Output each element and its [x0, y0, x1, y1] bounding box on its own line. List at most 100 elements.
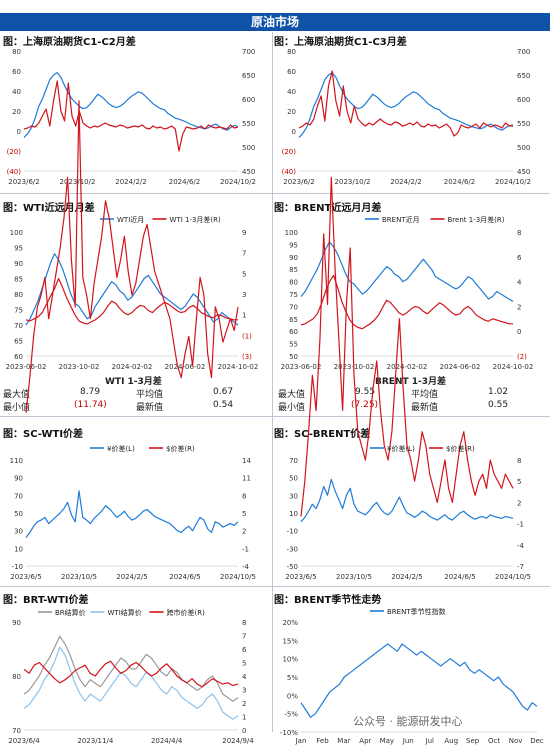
- y-tick-left: -50: [287, 563, 298, 571]
- y-tick-left: 20: [287, 108, 296, 116]
- y-tick-left: 70: [289, 303, 298, 311]
- x-tick: 2023/6/4: [8, 737, 40, 745]
- y-tick-left: 0%: [287, 692, 298, 700]
- stats-value: 0.67: [213, 387, 234, 397]
- series-line-2: [23, 646, 239, 720]
- panel-title-c5: 图：SC-WTI价差: [3, 429, 84, 440]
- y-tick-left: 40: [287, 88, 296, 96]
- y-tick-right: 5: [242, 510, 246, 518]
- y-tick-left: 70: [14, 492, 23, 500]
- x-tick: 2024-02-02: [112, 363, 153, 371]
- y-tick-right: 3: [242, 291, 246, 299]
- panel-title-c3: 图：WTI近远月月差: [3, 203, 95, 214]
- y-tick-left: 60: [287, 68, 296, 76]
- y-tick-right: 2: [517, 499, 521, 507]
- y-tick-left: (40): [282, 168, 297, 176]
- x-tick: 2024/2/5: [391, 573, 422, 581]
- y-tick-right: (3): [242, 353, 252, 361]
- legend-label: $价差(R): [446, 444, 475, 453]
- y-tick-left: 10%: [282, 656, 298, 664]
- y-tick-left: 80: [12, 673, 21, 681]
- row-divider-3: [0, 586, 550, 587]
- y-tick-right: 8: [517, 457, 521, 465]
- x-tick: 2024/6/2: [444, 178, 475, 186]
- y-tick-left: 85: [289, 266, 298, 274]
- series-line-2: [25, 100, 239, 413]
- x-tick: 2023-06-02: [6, 363, 47, 371]
- y-tick-right: 6: [517, 254, 522, 262]
- x-tick: 2024-02-02: [387, 363, 428, 371]
- x-tick: 2023/6/5: [10, 573, 41, 581]
- y-tick-left: 20%: [282, 619, 298, 627]
- series-line-1: [23, 72, 239, 138]
- y-tick-right: 4: [242, 673, 247, 681]
- y-tick-right: 450: [517, 168, 530, 176]
- y-tick-right: -1: [517, 521, 524, 529]
- y-tick-right: 7: [242, 633, 246, 641]
- y-tick-left: 80: [14, 291, 23, 299]
- y-tick-left: 70: [14, 322, 23, 330]
- y-tick-left: 50: [289, 353, 298, 361]
- x-tick: Feb: [316, 737, 329, 745]
- y-tick-right: 4: [517, 279, 522, 287]
- section-banner: 原油市场: [0, 13, 550, 31]
- legend-label: WTI结算价: [108, 608, 142, 617]
- x-tick: Nov: [509, 737, 523, 745]
- y-tick-left: 90: [14, 475, 23, 483]
- chart-sc-c1-c3: 80 60 40 20 0 (20) (40) 700 650 600 550 500 450 2023/…: [282, 48, 531, 186]
- y-tick-right: 1: [242, 714, 246, 722]
- x-tick: 2024/10/5: [220, 573, 256, 581]
- stats-value: 9.55: [355, 387, 376, 397]
- y-tick-left: -30: [287, 545, 298, 553]
- x-tick: 2024/2/5: [116, 573, 147, 581]
- x-tick: Oct: [488, 737, 500, 745]
- y-tick-left: 10: [14, 545, 23, 553]
- panel-title-c6: 图：SC-BRENT价差: [274, 429, 371, 440]
- stats-label: 平均值: [411, 390, 439, 400]
- y-tick-right: -1: [242, 545, 249, 553]
- chart-brent-seasonal: 20% 15% 10% 5% 0% -5% -10%Jan Feb Mar Apr May Jun Ju…: [280, 607, 544, 745]
- y-tick-right: 5: [242, 660, 246, 668]
- panel-title-c1: 图：上海原油期货C1-C2月差: [3, 37, 136, 48]
- panel-title-c2: 图：上海原油期货C1-C3月差: [274, 37, 407, 48]
- stats-title-wti: WTI 1-3月差: [105, 377, 162, 387]
- x-tick: 2023-06-02: [281, 363, 322, 371]
- legend-label: Brent 1-3月差(R): [448, 215, 505, 224]
- y-tick-left: 70: [289, 457, 298, 465]
- y-tick-right: 8: [242, 619, 246, 627]
- legend-label: BRENT近月: [382, 215, 420, 224]
- y-tick-right: 600: [517, 96, 530, 104]
- x-tick: Sep: [466, 737, 480, 745]
- y-tick-left: 110: [10, 457, 23, 465]
- series-line-1: [25, 253, 239, 326]
- y-tick-left: 80: [289, 279, 298, 287]
- y-tick-left: 65: [14, 338, 23, 346]
- y-tick-left: 95: [14, 245, 23, 253]
- series-line-1: [298, 72, 514, 138]
- stats-label: 最小值: [278, 403, 306, 413]
- legend-label: ¥价差(L): [387, 444, 415, 453]
- y-tick-left: 50: [14, 510, 23, 518]
- series-line-1: [23, 635, 239, 702]
- y-tick-right: 5: [517, 478, 521, 486]
- x-tick: Mar: [337, 737, 350, 745]
- x-tick: 2024/6/2: [169, 178, 200, 186]
- y-tick-right: 650: [517, 72, 530, 80]
- y-tick-right: 3: [242, 687, 246, 695]
- x-tick: 2024-10-02: [493, 363, 534, 371]
- series-line-2: [300, 176, 514, 517]
- legend-label: BR结算价: [55, 608, 86, 617]
- y-tick-right: -4: [517, 542, 525, 550]
- y-tick-right: 7: [242, 250, 246, 258]
- legend-label: WTI近月: [117, 215, 144, 224]
- x-tick: 2024/9/4: [222, 737, 254, 745]
- y-tick-right: 650: [242, 72, 255, 80]
- y-tick-right: 550: [242, 120, 255, 128]
- y-tick-left: 50: [289, 475, 298, 483]
- x-tick: 2024-06-02: [165, 363, 206, 371]
- legend-label: 跨市价差(R): [167, 608, 206, 617]
- y-tick-left: 60: [12, 68, 21, 76]
- x-tick: 2023/10/5: [336, 573, 372, 581]
- stats-label: 最大值: [3, 390, 31, 400]
